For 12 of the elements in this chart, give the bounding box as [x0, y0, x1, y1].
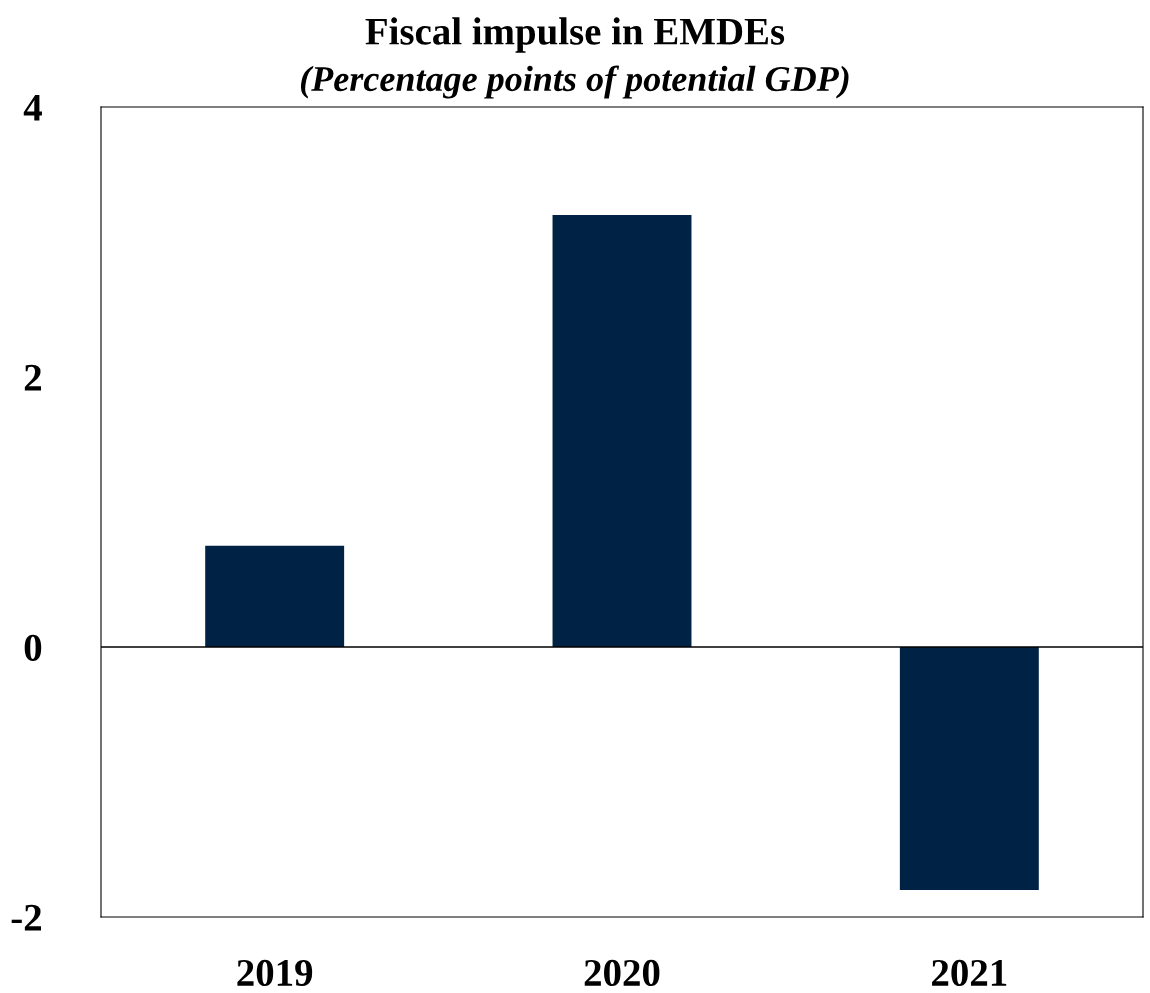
y-tick-label: 4 — [23, 94, 42, 121]
bar — [552, 215, 692, 647]
chart-title: Fiscal impulse in EMDEs — [365, 17, 785, 53]
bar — [899, 647, 1039, 890]
y-tick-label: 2 — [24, 364, 41, 391]
chart-subtitle: (Percentage points of potential GDP) — [300, 65, 849, 99]
bar — [205, 545, 345, 647]
y-tick-label: -2 — [11, 904, 41, 931]
x-tick-label: 2021 — [932, 959, 1007, 987]
y-tick-label: 0 — [24, 634, 42, 661]
x-tick-label: 2020 — [584, 959, 660, 987]
x-tick-label: 2019 — [237, 959, 313, 987]
